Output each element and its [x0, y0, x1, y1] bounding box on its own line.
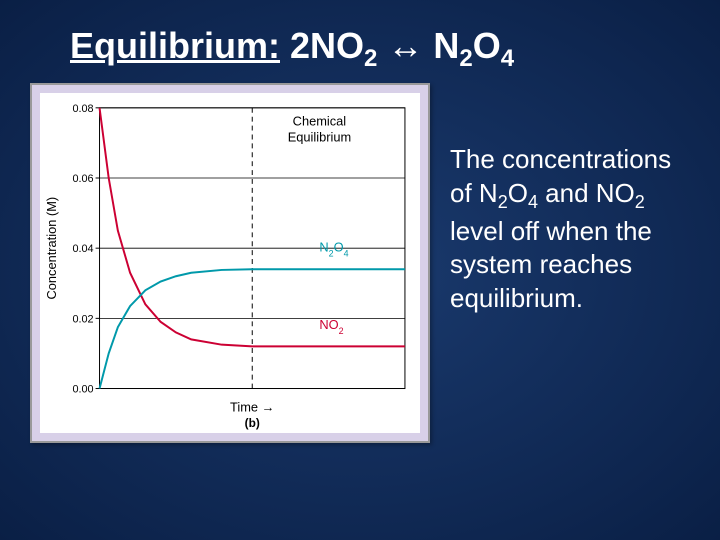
- title-equation: 2NO2 ↔ N2O4: [290, 25, 514, 66]
- slide-title: Equilibrium: 2NO2 ↔ N2O4: [0, 0, 720, 73]
- description-text: The concentrations of N2O4 and NO2 level…: [450, 83, 690, 443]
- chart-frame: 0.00 0.02 0.04 0.06 0.08 NO2 N2O4 ChemicalEquil…: [30, 83, 430, 443]
- svg-text:Chemical: Chemical: [293, 114, 346, 129]
- svg-text:Concentration (M): Concentration (M): [44, 197, 59, 300]
- svg-text:Equilibrium: Equilibrium: [288, 130, 351, 145]
- chart-area: 0.00 0.02 0.04 0.06 0.08 NO2 N2O4 ChemicalEquil…: [40, 93, 420, 433]
- svg-text:N2O4: N2O4: [319, 240, 348, 259]
- svg-text:0.06: 0.06: [72, 173, 93, 185]
- svg-text:0.08: 0.08: [72, 103, 93, 115]
- svg-text:0.04: 0.04: [72, 243, 93, 255]
- svg-text:0.02: 0.02: [72, 313, 93, 325]
- svg-text:NO2: NO2: [319, 317, 343, 336]
- concentration-chart: 0.00 0.02 0.04 0.06 0.08 NO2 N2O4 ChemicalEquil…: [40, 93, 420, 433]
- svg-text:(b): (b): [245, 416, 260, 430]
- svg-text:0.00: 0.00: [72, 384, 93, 396]
- title-label: Equilibrium:: [70, 25, 280, 66]
- svg-text:Time →: Time →: [230, 399, 274, 414]
- content-row: 0.00 0.02 0.04 0.06 0.08 NO2 N2O4 ChemicalEquil…: [0, 73, 720, 443]
